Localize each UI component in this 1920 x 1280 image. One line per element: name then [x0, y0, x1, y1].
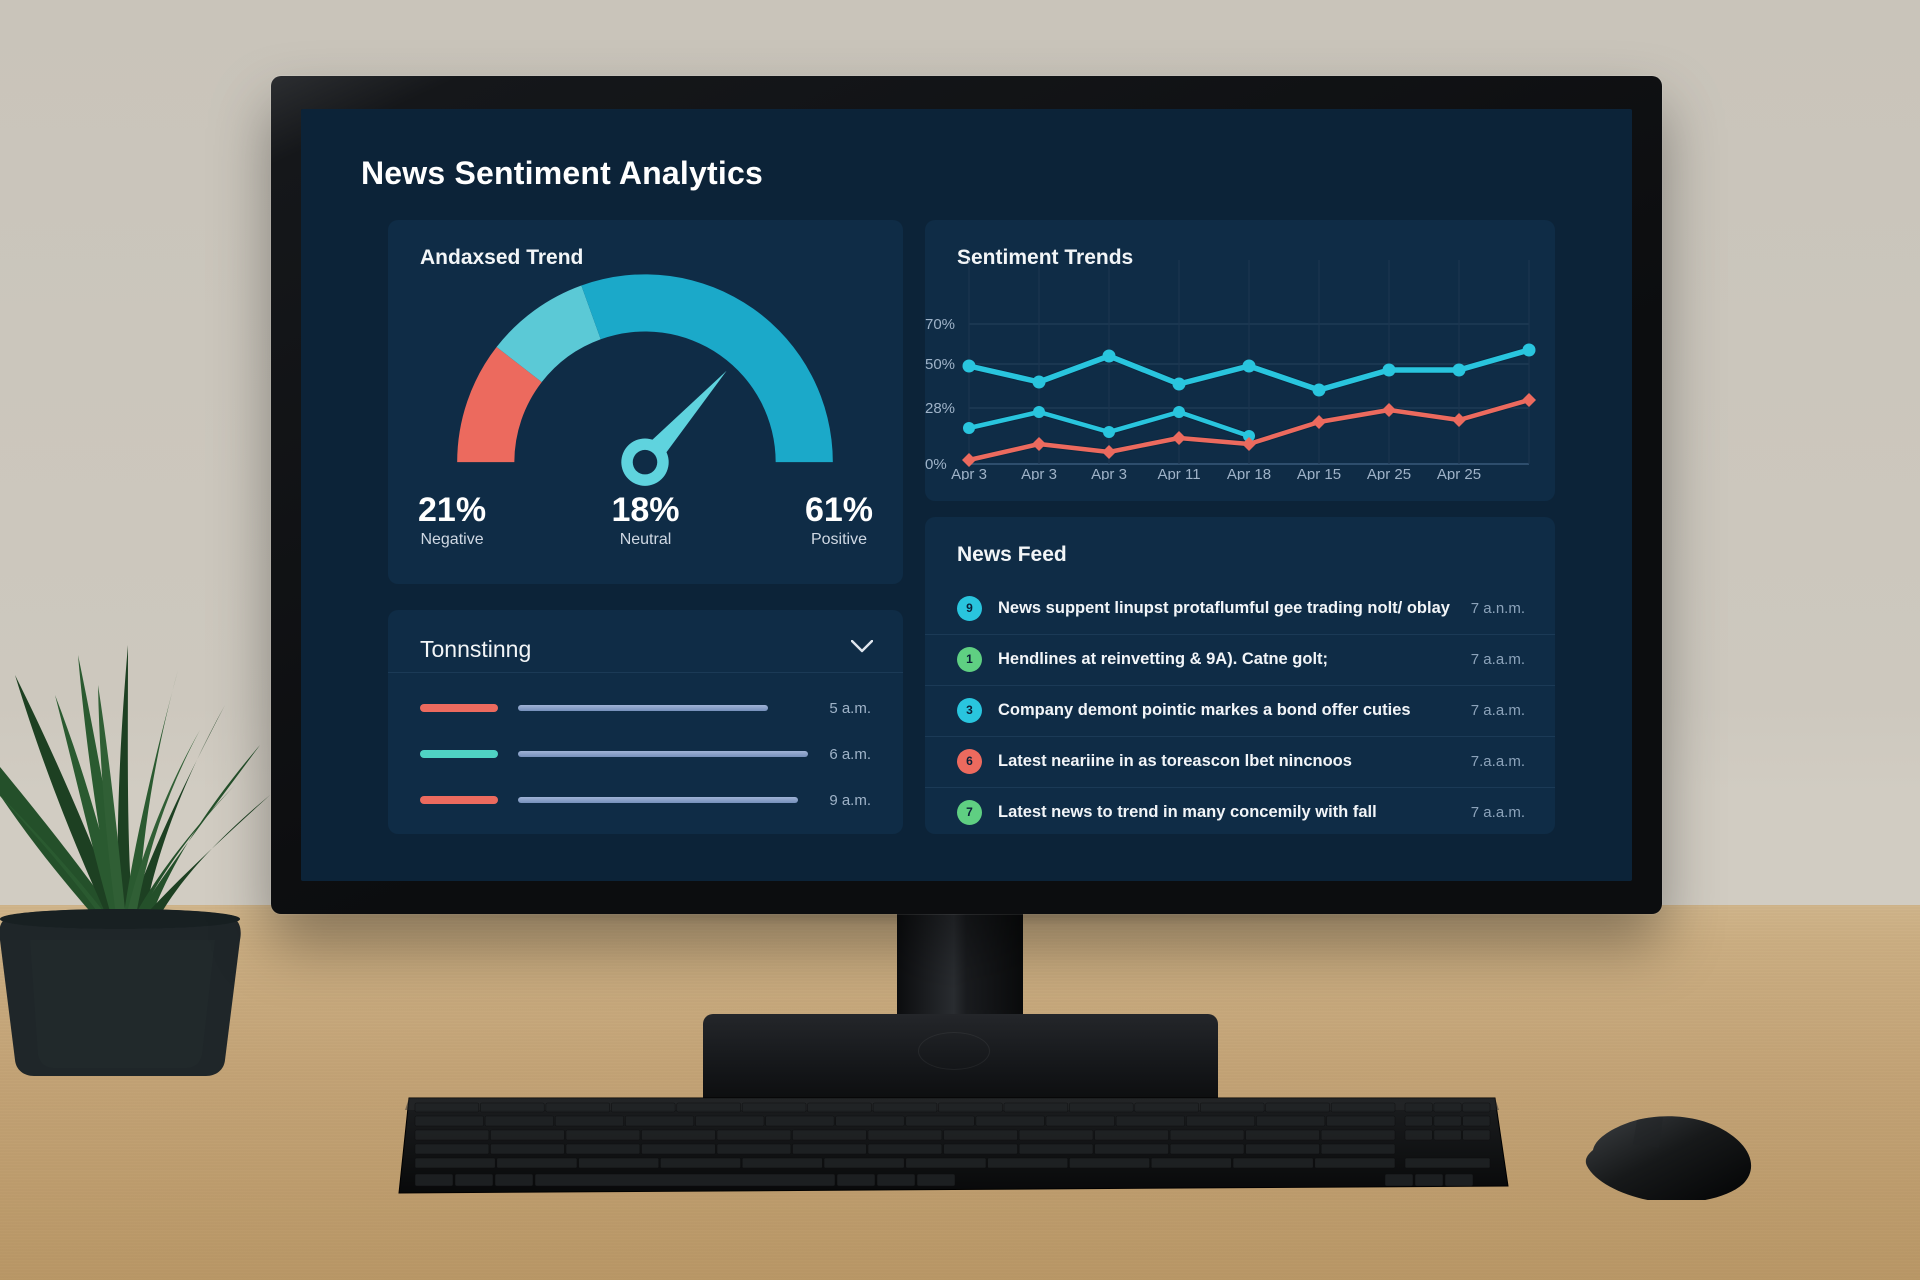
svg-text:Apr 25: Apr 25: [1367, 466, 1411, 480]
svg-text:Apr 3: Apr 3: [1091, 466, 1127, 480]
svg-text:70%: 70%: [925, 316, 955, 333]
svg-text:Apr 3: Apr 3: [951, 466, 987, 480]
svg-text:Apr 18: Apr 18: [1227, 466, 1271, 480]
svg-text:Apr 3: Apr 3: [1021, 466, 1057, 480]
svg-text:50%: 50%: [925, 356, 955, 373]
svg-text:Apr 25: Apr 25: [1437, 466, 1481, 480]
svg-text:28%: 28%: [925, 400, 955, 417]
svg-text:Apr 15: Apr 15: [1297, 466, 1341, 480]
svg-text:Apr 11: Apr 11: [1157, 466, 1200, 480]
svg-text:0%: 0%: [925, 456, 947, 473]
